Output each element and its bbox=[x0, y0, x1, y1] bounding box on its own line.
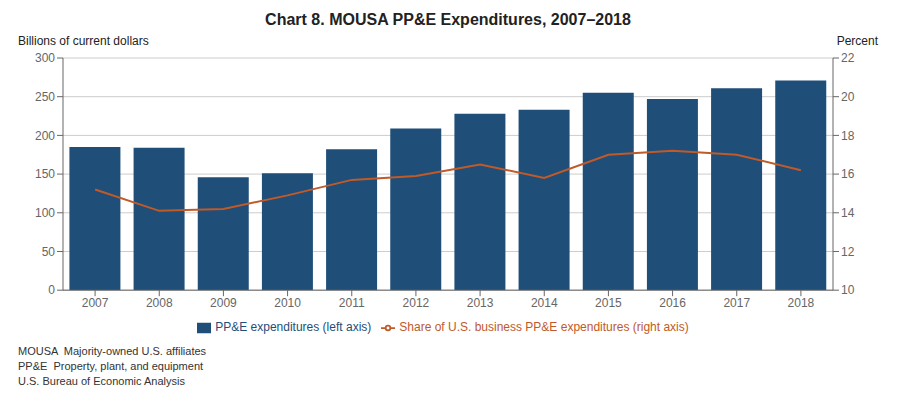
svg-text:2009: 2009 bbox=[210, 296, 237, 310]
svg-text:50: 50 bbox=[42, 245, 56, 259]
svg-text:100: 100 bbox=[35, 206, 55, 220]
html-text:PP&E Property, plant, and equi: PP&E Property, plant, and equipment bbox=[18, 360, 204, 372]
svg-text:2013: 2013 bbox=[467, 296, 494, 310]
svg-text:2015: 2015 bbox=[595, 296, 622, 310]
svg-text:2016: 2016 bbox=[659, 296, 686, 310]
svg-text:2012: 2012 bbox=[403, 296, 430, 310]
svg-text:2010: 2010 bbox=[274, 296, 301, 310]
svg-text:18: 18 bbox=[841, 129, 855, 143]
svg-text:2017: 2017 bbox=[723, 296, 750, 310]
svg-text:16: 16 bbox=[841, 167, 855, 181]
svg-text:2008: 2008 bbox=[146, 296, 173, 310]
svg-text:200: 200 bbox=[35, 129, 55, 143]
svg-text:12: 12 bbox=[841, 245, 855, 259]
svg-text:250: 250 bbox=[35, 90, 55, 104]
svg-text:10: 10 bbox=[841, 283, 855, 297]
svg-text:20: 20 bbox=[841, 90, 855, 104]
svg-text:300: 300 bbox=[35, 51, 55, 65]
html-text:PP&E expenditures (left axis): PP&E expenditures (left axis) bbox=[215, 320, 372, 335]
html-text:Share of U.S. business PP&E ex: Share of U.S. business PP&E expenditures… bbox=[399, 320, 689, 335]
html-text:U.S. Bureau of Economic Analys: U.S. Bureau of Economic Analysis bbox=[18, 375, 185, 387]
svg-text:14: 14 bbox=[841, 206, 855, 220]
html-text:Percent: Percent bbox=[836, 34, 878, 48]
svg-text:150: 150 bbox=[35, 167, 55, 181]
svg-text:2014: 2014 bbox=[531, 296, 558, 310]
svg-text:22: 22 bbox=[841, 51, 855, 65]
html-text:MOUSA Majority-owned U.S. affi: MOUSA Majority-owned U.S. affiliates bbox=[18, 345, 207, 357]
html-text:Billions of current dollars: Billions of current dollars bbox=[18, 34, 149, 48]
svg-text:2018: 2018 bbox=[788, 296, 815, 310]
svg-text:2007: 2007 bbox=[82, 296, 109, 310]
html-text:Chart 8. MOUSA PP&E Expenditur: Chart 8. MOUSA PP&E Expenditures, 2007–2… bbox=[265, 11, 631, 28]
svg-text:0: 0 bbox=[48, 283, 55, 297]
svg-text:2011: 2011 bbox=[339, 296, 365, 310]
